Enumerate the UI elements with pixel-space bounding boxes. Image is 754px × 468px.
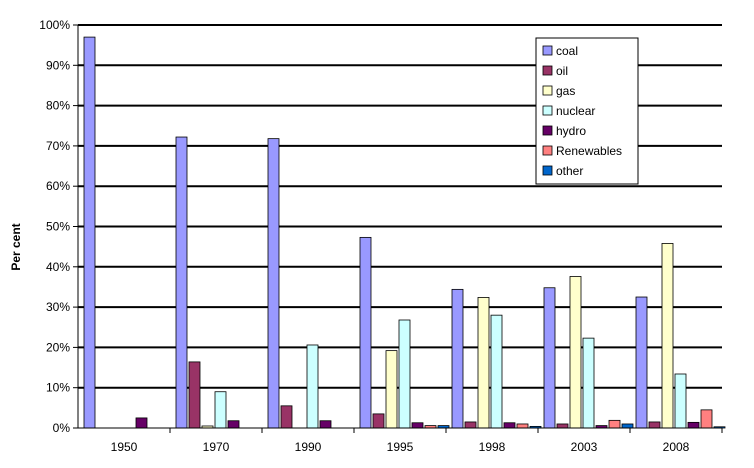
y-axis-label: Per cent <box>9 223 23 270</box>
legend-label-renewables: Renewables <box>556 144 622 158</box>
bar-nuclear-1990 <box>306 344 319 429</box>
legend-swatch-renewables <box>542 145 553 156</box>
bar-nuclear-1970 <box>214 391 227 429</box>
bar-renewables-2008 <box>700 409 713 429</box>
legend-swatch-nuclear <box>542 105 553 116</box>
x-tick-label: 2003 <box>571 440 598 454</box>
axes-layer: 0% 10% 20% 30% 40% 50% 60% 70% 80% 90% 100% 1950 197… <box>39 18 723 454</box>
bar-coal-1990 <box>267 138 280 429</box>
y-tick-label: 70% <box>46 139 70 153</box>
bar-oil-1995 <box>372 413 385 429</box>
bar-nuclear-2003 <box>582 337 595 429</box>
bar-coal-1950 <box>83 36 96 429</box>
y-tick-label: 50% <box>46 220 70 234</box>
x-tick-label: 1990 <box>295 440 322 454</box>
bar-nuclear-2008 <box>674 373 687 429</box>
bar-oil-1990 <box>280 405 293 429</box>
x-tick-label: 1950 <box>111 440 138 454</box>
bar-renewables-1998 <box>516 423 529 429</box>
x-tick-label: 1970 <box>203 440 230 454</box>
y-tick-label: 0% <box>53 421 71 435</box>
legend-swatch-gas <box>542 85 553 96</box>
y-tick-label: 60% <box>46 179 70 193</box>
legend: coal oil gas nuclear hydro Renewables other <box>535 37 639 185</box>
legend-swatch-hydro <box>542 125 553 136</box>
bars-layer <box>83 36 726 429</box>
y-tick-label: 90% <box>46 58 70 72</box>
legend-swatch-other <box>542 165 553 176</box>
legend-swatch-oil <box>542 65 553 76</box>
bar-gas-2008 <box>661 243 674 429</box>
bar-hydro-1950 <box>135 417 148 429</box>
bar-gas-2003 <box>569 276 582 429</box>
bar-other-2003 <box>621 423 634 429</box>
bar-coal-1995 <box>359 236 372 429</box>
y-tick-label: 30% <box>46 300 70 314</box>
bar-nuclear-1995 <box>398 319 411 429</box>
x-tick-label: 1995 <box>387 440 414 454</box>
y-tick-label: 80% <box>46 99 70 113</box>
x-tick-label: 2008 <box>663 440 690 454</box>
bar-hydro-1995 <box>411 422 424 429</box>
bar-gas-1995 <box>385 350 398 429</box>
bar-coal-2003 <box>543 287 556 429</box>
bar-coal-2008 <box>635 296 648 429</box>
bar-gas-1998 <box>477 297 490 429</box>
legend-label-nuclear: nuclear <box>556 104 595 118</box>
bar-oil-1970 <box>188 361 201 429</box>
y-tick-label: 40% <box>46 260 70 274</box>
bar-nuclear-1998 <box>490 314 503 429</box>
legend-swatch-coal <box>542 45 553 56</box>
y-tick-label: 20% <box>46 340 70 354</box>
bar-oil-1998 <box>464 421 477 429</box>
x-tick-label: 1998 <box>479 440 506 454</box>
bar-coal-1998 <box>451 288 464 429</box>
bar-hydro-1970 <box>227 420 240 429</box>
bar-oil-2003 <box>556 423 569 429</box>
bar-hydro-2008 <box>687 421 700 429</box>
legend-box <box>535 37 639 185</box>
legend-label-hydro: hydro <box>556 124 586 138</box>
legend-label-other: other <box>556 164 583 178</box>
bar-hydro-1990 <box>319 420 332 429</box>
bar-hydro-1998 <box>503 422 516 429</box>
y-tick-label: 10% <box>46 381 70 395</box>
y-tick-label: 100% <box>39 18 70 32</box>
legend-label-oil: oil <box>556 64 568 78</box>
bar-oil-2008 <box>648 421 661 429</box>
bar-renewables-2003 <box>608 419 621 429</box>
legend-label-gas: gas <box>556 84 575 98</box>
bar-coal-1970 <box>175 136 188 429</box>
legend-label-coal: coal <box>556 44 578 58</box>
